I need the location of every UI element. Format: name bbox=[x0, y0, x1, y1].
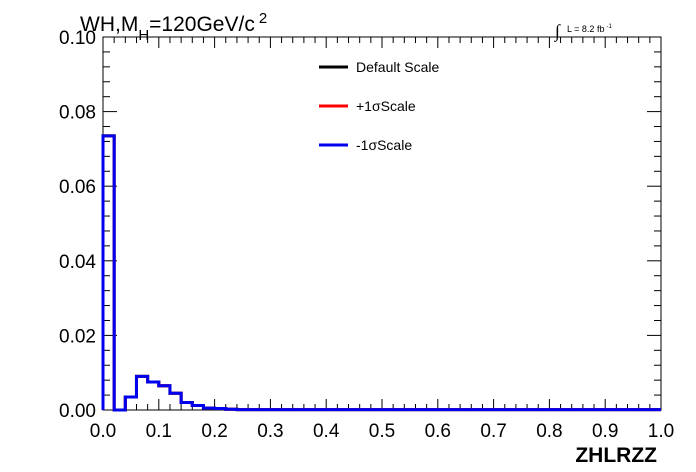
x-tick-label: 0.5 bbox=[369, 421, 395, 442]
legend: Default Scale +1σScale -1σScale bbox=[319, 59, 439, 153]
x-tick-label: 1.0 bbox=[648, 421, 674, 442]
histogram-series bbox=[101, 134, 661, 412]
legend-label: Default Scale bbox=[356, 59, 439, 75]
luminosity-label: L = 8.2 fb -1 bbox=[567, 24, 612, 34]
x-tick-label: 0.9 bbox=[592, 421, 618, 442]
x-tick-label: 0.2 bbox=[201, 421, 227, 442]
y-tick-label: 0.04 bbox=[59, 252, 96, 273]
chart-title: WH,MH=120GeV/c 2 bbox=[80, 10, 267, 44]
x-tick-label: 0.3 bbox=[257, 421, 283, 442]
x-axis-title: ZHLRZZ bbox=[575, 444, 657, 467]
x-tick-label: 0.1 bbox=[146, 421, 172, 442]
y-tick-label: 0.02 bbox=[59, 326, 96, 347]
tick-labels: 0.0 0.1 0.2 0.3 0.4 0.5 0.6 0.7 0.8 0.9 1.0 0.00 0.0… bbox=[59, 28, 674, 442]
x-tick-label: 0.0 bbox=[90, 421, 116, 442]
legend-label: -1σScale bbox=[356, 137, 412, 153]
y-tick-label: 0.08 bbox=[59, 103, 96, 124]
x-tick-label: 0.6 bbox=[425, 421, 451, 442]
legend-label: +1σScale bbox=[356, 98, 416, 114]
x-tick-label: 0.7 bbox=[480, 421, 506, 442]
series-line-2 bbox=[101, 134, 661, 412]
y-tick-label: 0.00 bbox=[59, 401, 96, 422]
x-tick-label: 0.4 bbox=[313, 421, 340, 442]
y-tick-label: 0.06 bbox=[59, 177, 96, 198]
x-tick-label: 0.8 bbox=[536, 421, 562, 442]
integral-symbol: ∫ bbox=[554, 21, 561, 42]
y-tick-label: 0.10 bbox=[59, 28, 96, 49]
